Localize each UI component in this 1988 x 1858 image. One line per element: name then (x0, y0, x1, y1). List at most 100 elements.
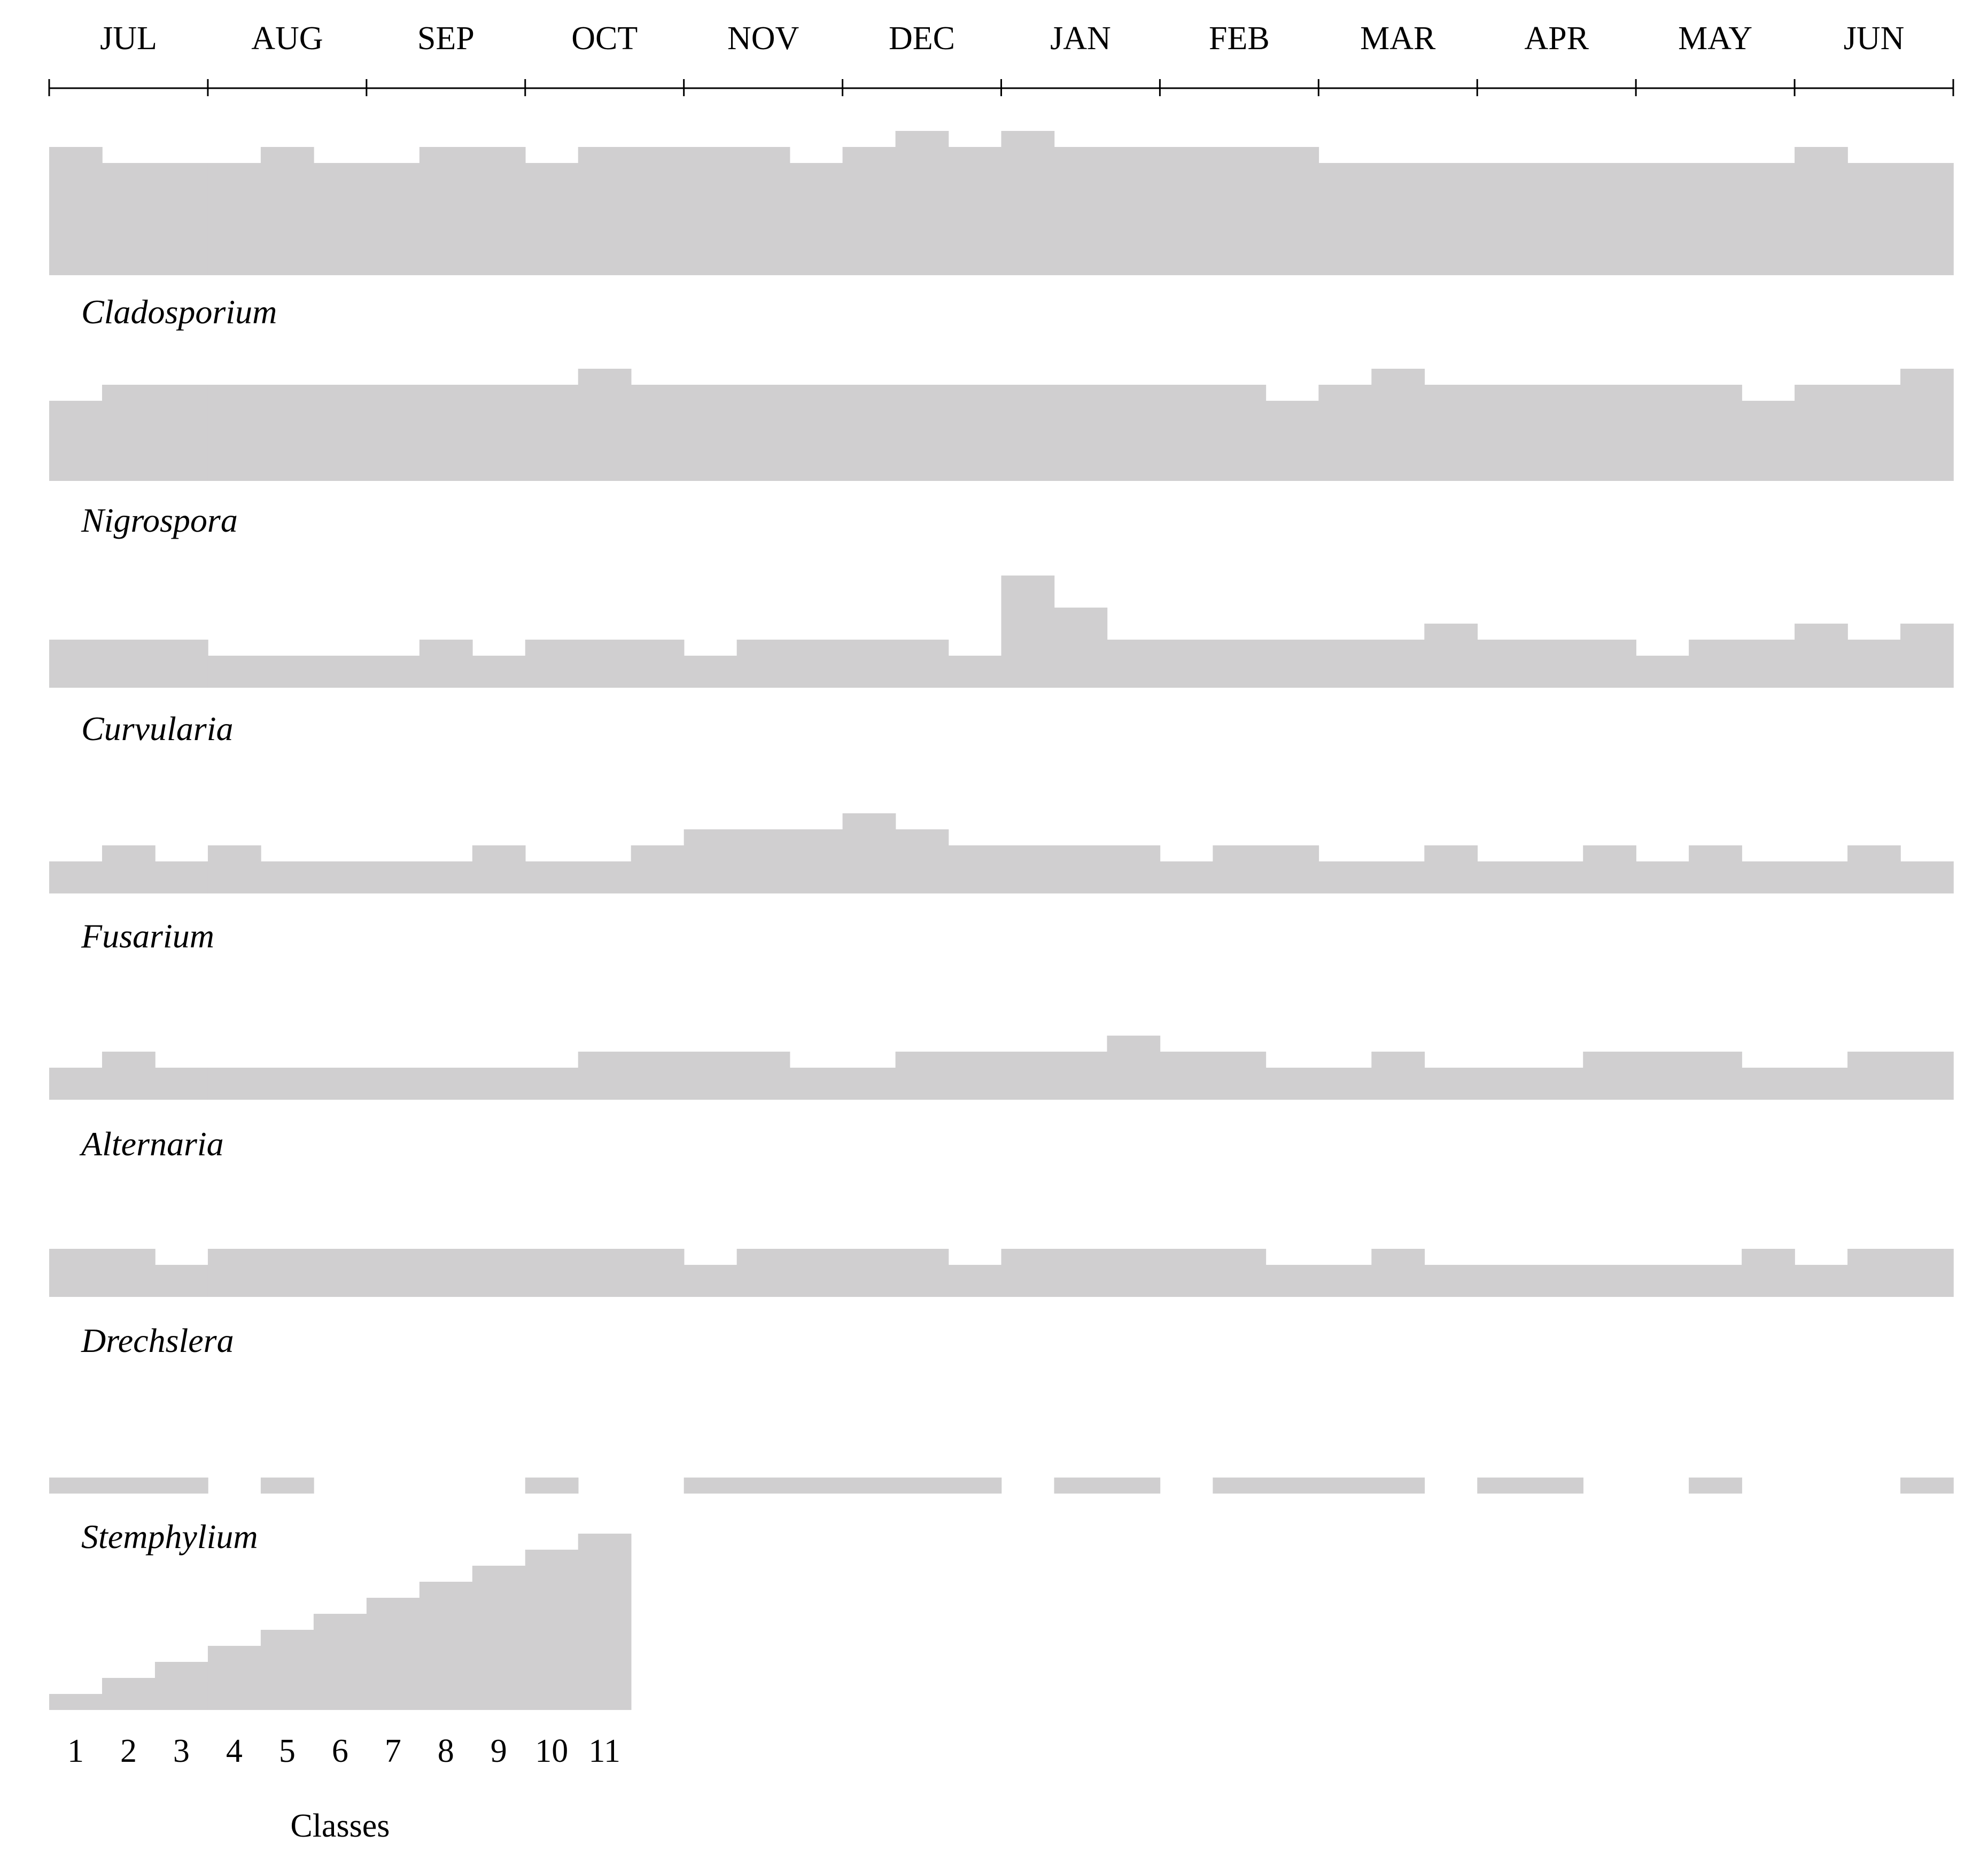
bar-fusarium-19 (1001, 845, 1055, 893)
bar-fusarium-25 (1318, 861, 1372, 893)
bar-alternaria-21 (1107, 1036, 1161, 1100)
legend-bar-class-2 (102, 1678, 156, 1710)
legend-bar-class-9 (472, 1566, 526, 1710)
bar-curvularia-29 (1530, 640, 1583, 688)
bar-drechslera-18 (948, 1265, 1002, 1297)
bar-cladosporium-35 (1847, 163, 1901, 275)
bar-stemphylium-24 (1265, 1478, 1319, 1494)
bar-curvularia-28 (1477, 640, 1531, 688)
month-label-sep: SEP (417, 20, 475, 57)
bar-fusarium-23 (1213, 845, 1267, 893)
bar-nigrospora-18 (948, 385, 1002, 481)
bar-curvularia-17 (895, 640, 949, 688)
bar-alternaria-20 (1054, 1052, 1108, 1100)
bar-stemphylium-14 (736, 1478, 790, 1494)
bar-cladosporium-2 (102, 163, 156, 275)
bar-drechslera-3 (154, 1265, 208, 1297)
bar-drechslera-1 (49, 1249, 103, 1297)
bar-nigrospora-12 (631, 385, 685, 481)
bar-curvularia-32 (1689, 640, 1742, 688)
bar-alternaria-32 (1689, 1052, 1742, 1100)
bar-nigrospora-7 (366, 385, 420, 481)
bar-nigrospora-33 (1742, 401, 1795, 481)
bar-cladosporium-27 (1424, 163, 1478, 275)
bar-cladosporium-18 (948, 147, 1002, 275)
bar-stemphylium-21 (1107, 1478, 1161, 1494)
bar-fusarium-13 (684, 829, 737, 893)
bar-cladosporium-22 (1160, 147, 1214, 275)
bar-fusarium-5 (260, 861, 314, 893)
month-label-jul: JUL (100, 20, 157, 57)
bar-fusarium-4 (207, 845, 261, 893)
bar-drechslera-14 (736, 1249, 790, 1297)
bar-alternaria-12 (631, 1052, 685, 1100)
bar-curvularia-19 (1001, 576, 1055, 688)
bar-alternaria-19 (1001, 1052, 1055, 1100)
bar-cladosporium-34 (1795, 147, 1848, 275)
bar-curvularia-5 (260, 656, 314, 688)
bar-drechslera-7 (366, 1249, 420, 1297)
month-label-jan: JAN (1050, 20, 1111, 57)
bar-alternaria-22 (1160, 1052, 1214, 1100)
bar-nigrospora-34 (1795, 385, 1848, 481)
class-tick-label: 11 (588, 1733, 620, 1769)
bar-alternaria-1 (49, 1068, 103, 1100)
bar-fusarium-6 (313, 861, 367, 893)
month-label-jun: JUN (1844, 20, 1905, 57)
bar-cladosporium-9 (472, 147, 526, 275)
bar-curvularia-10 (525, 640, 579, 688)
bar-nigrospora-24 (1265, 401, 1319, 481)
bar-nigrospora-4 (207, 385, 261, 481)
bar-nigrospora-16 (842, 385, 896, 481)
bar-fusarium-2 (102, 845, 156, 893)
bar-fusarium-22 (1160, 861, 1214, 893)
bar-curvularia-6 (313, 656, 367, 688)
bar-drechslera-36 (1900, 1249, 1954, 1297)
bar-fusarium-3 (154, 861, 208, 893)
bar-nigrospora-1 (49, 401, 103, 481)
class-tick-label: 3 (173, 1733, 190, 1769)
bar-drechslera-21 (1107, 1249, 1161, 1297)
bar-fusarium-12 (631, 845, 685, 893)
bar-alternaria-10 (525, 1068, 579, 1100)
bar-alternaria-34 (1795, 1068, 1848, 1100)
bar-alternaria-5 (260, 1068, 314, 1100)
bar-alternaria-13 (684, 1052, 737, 1100)
bar-curvularia-7 (366, 656, 420, 688)
legend-bar-class-10 (525, 1550, 579, 1710)
bar-alternaria-36 (1900, 1052, 1954, 1100)
bar-alternaria-16 (842, 1068, 896, 1100)
bar-alternaria-6 (313, 1068, 367, 1100)
bar-alternaria-9 (472, 1068, 526, 1100)
bar-drechslera-8 (419, 1249, 473, 1297)
bar-fusarium-34 (1795, 861, 1848, 893)
bar-nigrospora-6 (313, 385, 367, 481)
bar-cladosporium-7 (366, 163, 420, 275)
bar-drechslera-27 (1424, 1265, 1478, 1297)
taxon-label-fusarium: Fusarium (81, 917, 214, 955)
bar-nigrospora-19 (1001, 385, 1055, 481)
bar-drechslera-25 (1318, 1265, 1372, 1297)
class-tick-label: 1 (67, 1733, 84, 1769)
bar-fusarium-1 (49, 861, 103, 893)
bar-stemphylium-36 (1900, 1478, 1954, 1494)
bar-curvularia-14 (736, 640, 790, 688)
bar-fusarium-26 (1371, 861, 1425, 893)
band-fusarium: Fusarium (49, 813, 1954, 955)
bar-stemphylium-20 (1054, 1478, 1108, 1494)
bar-stemphylium-26 (1371, 1478, 1425, 1494)
bar-cladosporium-33 (1742, 163, 1795, 275)
bar-nigrospora-36 (1900, 369, 1954, 481)
bar-drechslera-26 (1371, 1249, 1425, 1297)
bar-fusarium-9 (472, 845, 526, 893)
bar-fusarium-36 (1900, 861, 1954, 893)
legend-bar-class-5 (260, 1630, 314, 1710)
bar-curvularia-9 (472, 656, 526, 688)
bar-cladosporium-24 (1265, 147, 1319, 275)
bar-drechslera-33 (1742, 1249, 1795, 1297)
bar-curvularia-2 (102, 640, 156, 688)
bar-curvularia-15 (789, 640, 843, 688)
bar-stemphylium-3 (154, 1478, 208, 1494)
bar-fusarium-32 (1689, 845, 1742, 893)
bar-curvularia-36 (1900, 624, 1954, 688)
